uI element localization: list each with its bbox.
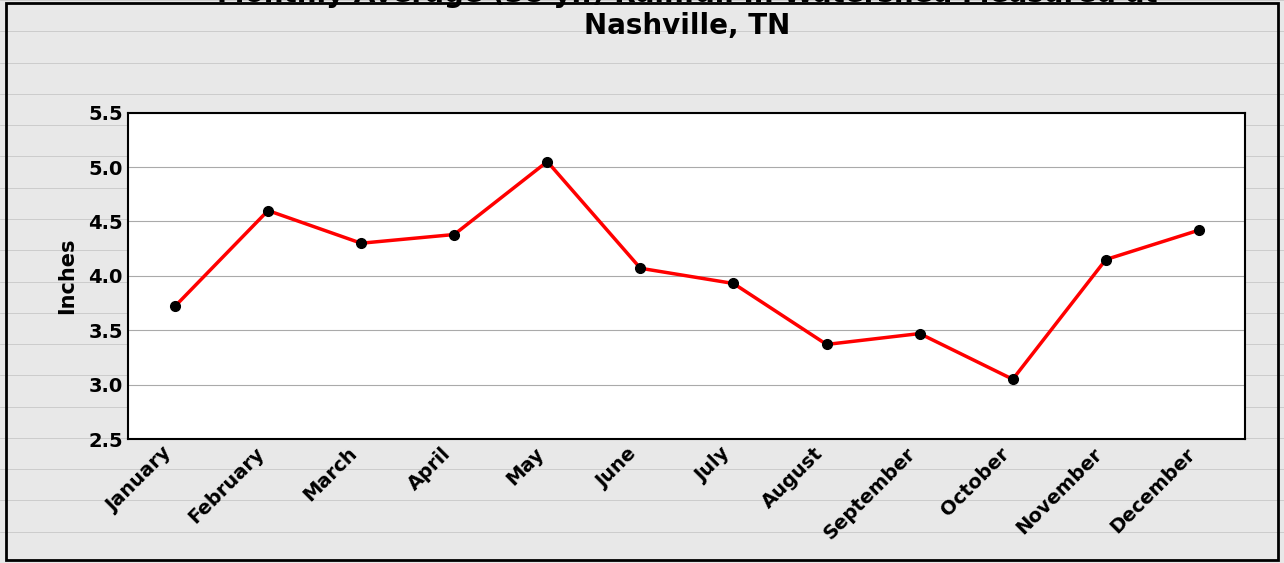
Title: Monthly Average (38 yr.) Rainfall In Watershed Measured at
Nashville, TN: Monthly Average (38 yr.) Rainfall In Wat… — [217, 0, 1157, 41]
Y-axis label: Inches: Inches — [56, 238, 77, 314]
